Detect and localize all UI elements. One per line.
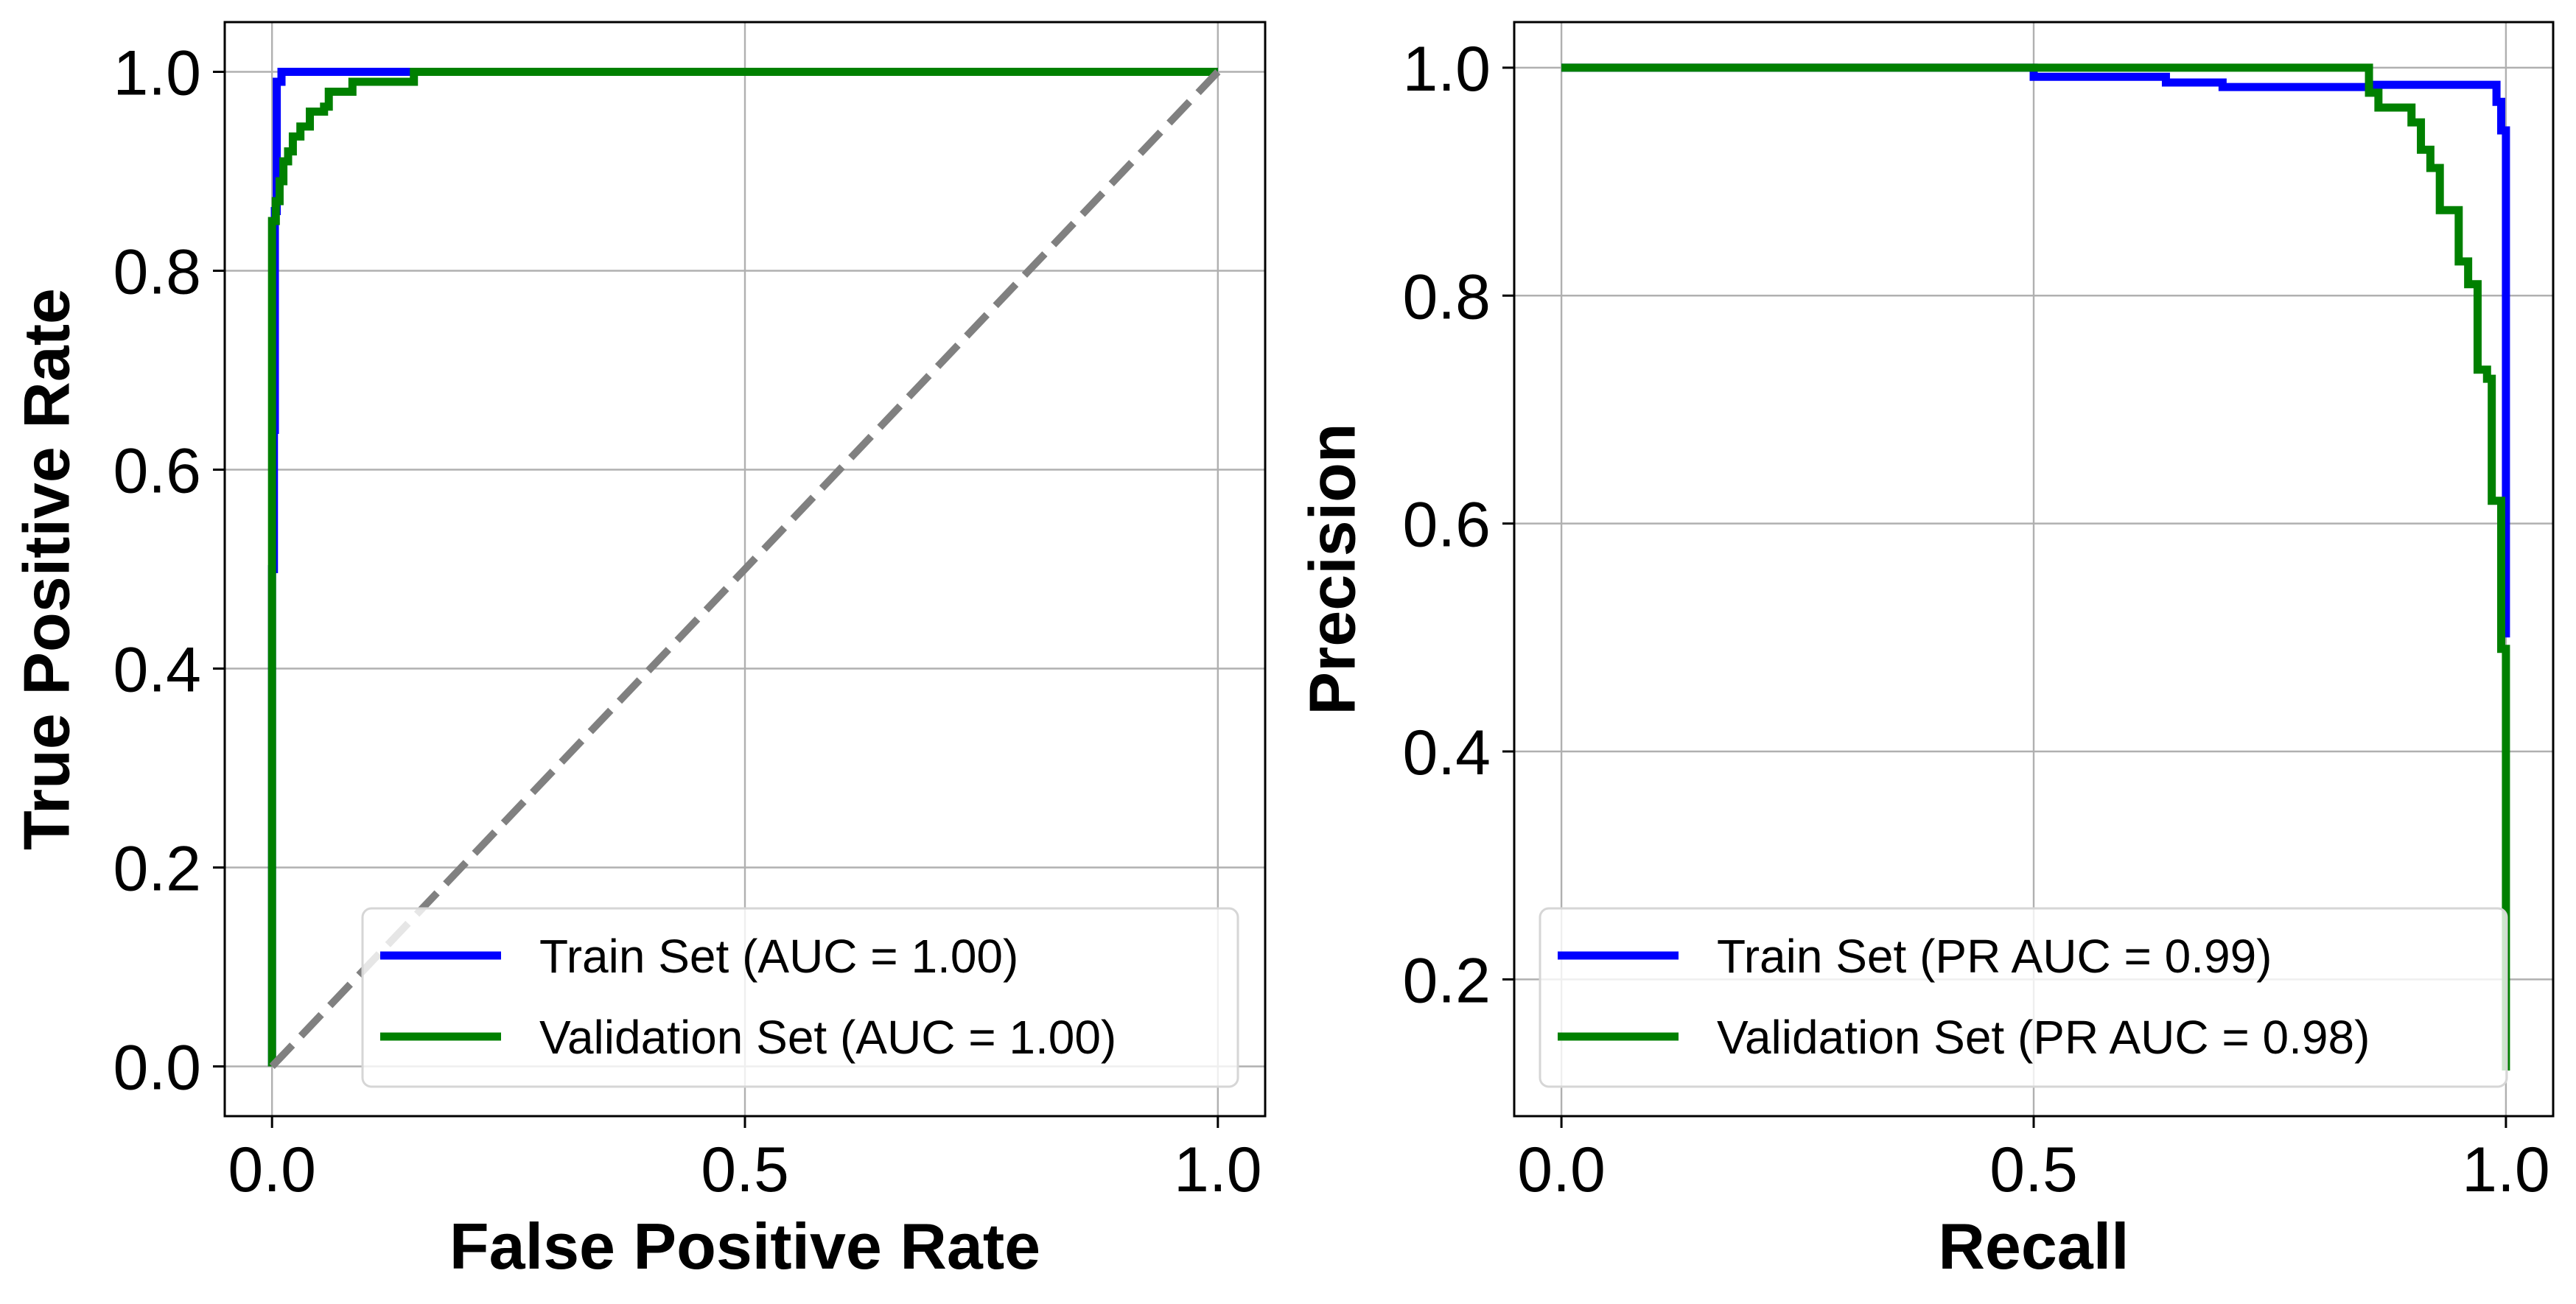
pr-chart: 0.0 0.5 1.0 0.2 0.4 0.6 0.8 1.0 Recall Precisio… <box>1295 21 2555 1283</box>
roc-x-tick-label-2: 1.0 <box>1174 1135 1262 1205</box>
roc-series-layer <box>267 68 1221 1069</box>
pr-legend-box <box>1539 907 2508 1088</box>
roc-y-axis-title: True Positive Rate <box>10 288 83 850</box>
pr-y-tick-label-3: 0.8 <box>1402 262 1491 332</box>
pr-y-axis-title: Precision <box>1295 423 1368 715</box>
roc-series-2-chance-line <box>269 69 1221 1069</box>
roc-x-tick-label-0: 0.0 <box>228 1135 316 1205</box>
pr-ticks: 0.0 0.5 1.0 0.2 0.4 0.6 0.8 1.0 <box>1402 34 2549 1205</box>
pr-legend-label-0: Train Set (PR AUC = 0.99) <box>1717 930 2272 983</box>
roc-chart: 0.0 0.5 1.0 0.0 0.2 0.4 0.6 0.8 1.0 False Positi… <box>10 21 1267 1283</box>
roc-y-tick-label-2: 0.4 <box>113 635 201 706</box>
pr-x-tick-label-0: 0.0 <box>1517 1135 1606 1205</box>
roc-legend: Train Set (AUC = 1.00) Validation Set (AU… <box>361 907 1239 1088</box>
pr-series-0-line <box>1561 63 2510 638</box>
roc-series-1-line <box>267 68 1218 1067</box>
roc-y-tick-label-0: 0.0 <box>113 1033 201 1104</box>
pr-legend: Train Set (PR AUC = 0.99) Validation Set … <box>1539 907 2508 1088</box>
roc-legend-box <box>361 907 1239 1088</box>
pr-x-tick-label-2: 1.0 <box>2462 1135 2550 1205</box>
pr-y-tick-label-1: 0.4 <box>1402 718 1491 788</box>
pr-y-tick-label-0: 0.2 <box>1402 945 1491 1016</box>
pr-legend-label-1: Validation Set (PR AUC = 0.98) <box>1717 1011 2370 1064</box>
roc-x-axis-title: False Positive Rate <box>449 1210 1040 1283</box>
pr-y-tick-label-4: 1.0 <box>1402 34 1491 105</box>
roc-x-tick-label-1: 0.5 <box>701 1135 789 1205</box>
roc-y-tick-label-1: 0.2 <box>113 834 201 905</box>
pr-series-layer <box>1561 63 2510 1071</box>
pr-x-axis-title: Recall <box>1938 1210 2129 1283</box>
pr-y-tick-label-2: 0.6 <box>1402 490 1491 561</box>
pr-series-1-line <box>1561 63 2510 1071</box>
pr-x-tick-label-1: 0.5 <box>1989 1135 2078 1205</box>
roc-ticks: 0.0 0.5 1.0 0.0 0.2 0.4 0.6 0.8 1.0 <box>113 38 1261 1206</box>
roc-y-tick-label-3: 0.6 <box>113 436 201 507</box>
roc-legend-label-0: Train Set (AUC = 1.00) <box>539 930 1018 983</box>
roc-y-tick-label-4: 0.8 <box>113 237 201 308</box>
roc-legend-label-1: Validation Set (AUC = 1.00) <box>539 1011 1116 1064</box>
roc-y-tick-label-5: 1.0 <box>113 38 201 109</box>
